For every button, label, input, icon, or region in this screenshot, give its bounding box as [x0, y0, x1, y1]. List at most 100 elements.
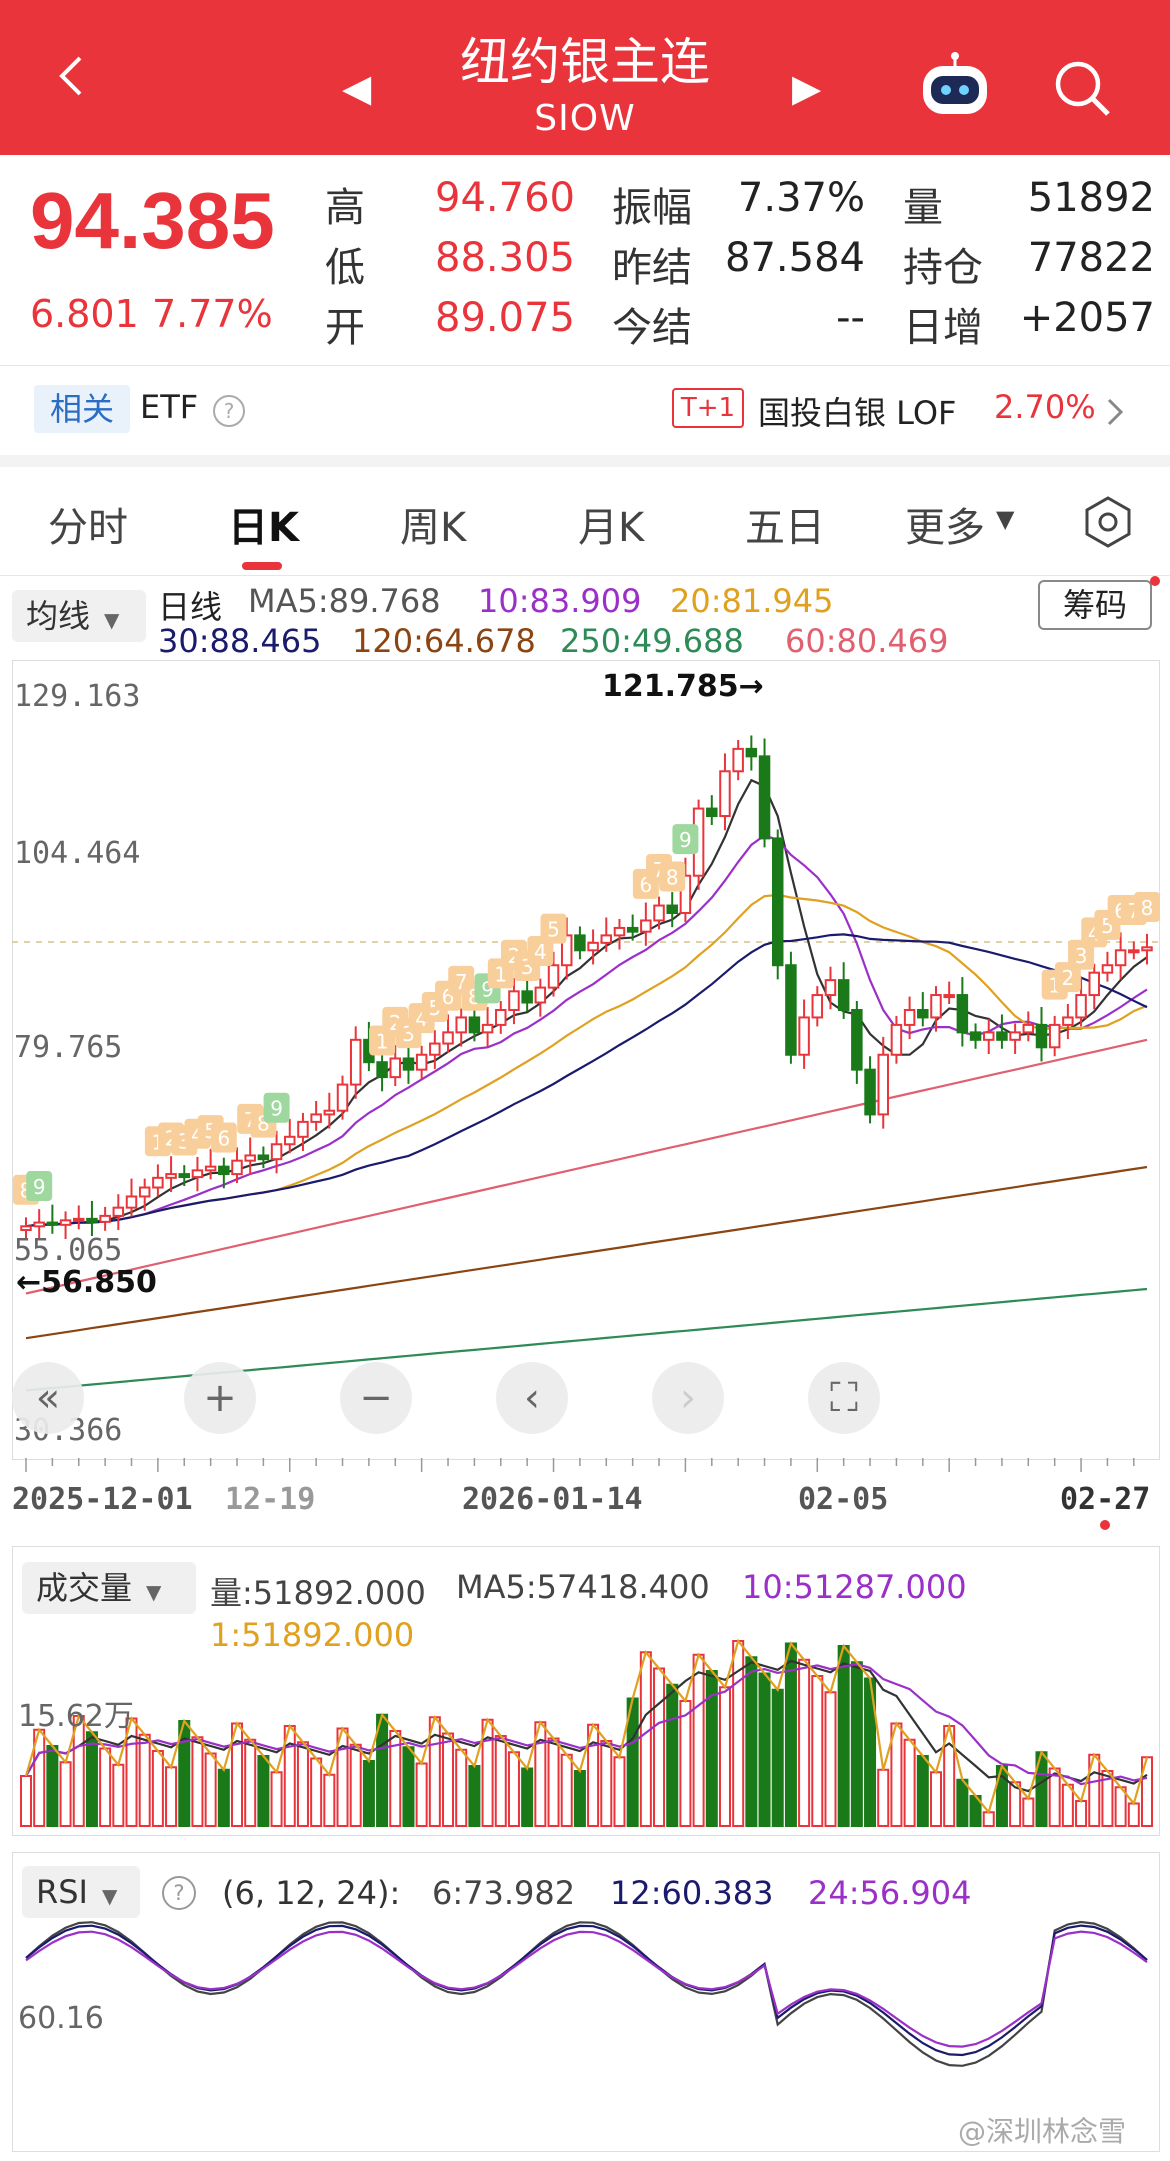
- date-label-4: 02-05: [798, 1482, 889, 1517]
- candle: [851, 1008, 863, 1071]
- volume-selector[interactable]: 成交量 ▼: [22, 1562, 196, 1614]
- volume-bar: [296, 1741, 309, 1827]
- tab-weekly-k[interactable]: 周K: [400, 505, 467, 551]
- tab-daily-k[interactable]: 日K: [228, 505, 299, 551]
- ma120-line: [25, 1165, 1148, 1340]
- volume-bar: [521, 1767, 534, 1827]
- related-fund-name[interactable]: 国投白银 LOF: [758, 394, 957, 432]
- candle: [956, 994, 969, 1034]
- rsi-chart[interactable]: 60.16: [12, 1852, 1160, 2152]
- candle: [191, 1169, 204, 1179]
- help-icon[interactable]: ?: [160, 1874, 198, 1912]
- tab-more[interactable]: 更多: [905, 505, 985, 551]
- candle: [389, 1057, 402, 1079]
- low-marker: ←56.850: [16, 1265, 157, 1300]
- candle: [679, 874, 692, 915]
- ma-selector-label: 均线: [26, 597, 91, 635]
- td-badge: [672, 824, 699, 855]
- scroll-start-button[interactable]: «: [12, 1362, 84, 1434]
- volume-chart[interactable]: 15.62万: [12, 1546, 1160, 1836]
- tab-five-day[interactable]: 五日: [745, 505, 825, 551]
- tab-intraday[interactable]: 分时: [48, 505, 128, 551]
- settings-icon[interactable]: [1080, 494, 1136, 550]
- zoom-in-button[interactable]: +: [184, 1362, 256, 1434]
- chips-button[interactable]: 筹码: [1038, 580, 1152, 630]
- volume-selector-label: 成交量: [36, 1569, 133, 1607]
- ma-selector[interactable]: 均线 ▼: [12, 590, 146, 642]
- candle: [46, 1221, 59, 1226]
- related-fund-change: 2.70%: [994, 388, 1096, 426]
- header-bar: ◀ 纽约银主连 SIOW ▶: [0, 0, 1170, 155]
- more-dropdown-icon[interactable]: ▼: [996, 505, 1015, 533]
- volume-bar: [1061, 1783, 1074, 1827]
- prev-contract-icon[interactable]: ◀: [342, 66, 372, 110]
- td-badge: [26, 1171, 53, 1202]
- candle: [376, 1061, 388, 1079]
- volume-bar: [811, 1675, 824, 1827]
- volume-bar: [639, 1651, 652, 1827]
- rsi12-line: [25, 1924, 1148, 2057]
- high-marker: 121.785→: [602, 669, 764, 704]
- candle: [1062, 1016, 1074, 1026]
- td-badge-label: 8: [1141, 896, 1154, 920]
- back-icon[interactable]: [48, 52, 96, 100]
- volume-bar: [59, 1761, 72, 1827]
- candle: [284, 1135, 296, 1146]
- volume-bar: [573, 1770, 586, 1827]
- candle: [442, 1031, 454, 1045]
- zoom-out-button[interactable]: −: [340, 1362, 412, 1434]
- volume-bar: [798, 1658, 811, 1827]
- open-interest-label: 持仓: [903, 245, 983, 291]
- candle: [666, 904, 678, 915]
- volume-bar: [165, 1766, 178, 1827]
- robot-assistant-icon[interactable]: [915, 52, 995, 122]
- candle: [455, 1016, 467, 1034]
- volume-bar: [1140, 1756, 1154, 1827]
- date-label-5: 02-27: [1060, 1482, 1151, 1517]
- ma30-value: 30:88.465: [158, 622, 322, 660]
- candle: [1101, 964, 1114, 974]
- candle: [99, 1214, 111, 1223]
- rsi-selector[interactable]: RSI ▼: [22, 1866, 140, 1918]
- candle: [996, 1031, 1008, 1041]
- ma20-value: 20:81.945: [670, 582, 834, 620]
- candle: [125, 1195, 138, 1209]
- volume-bar: [217, 1768, 230, 1827]
- volume-bar: [718, 1686, 731, 1827]
- volume-bar: [771, 1688, 784, 1827]
- search-icon[interactable]: [1052, 58, 1112, 118]
- fullscreen-button[interactable]: ⛶: [808, 1362, 880, 1434]
- volume-bar: [376, 1713, 389, 1827]
- volume-bar: [560, 1753, 573, 1827]
- chevron-right-icon[interactable]: [1104, 396, 1126, 428]
- candle: [547, 964, 560, 989]
- volume-bar: [257, 1755, 270, 1827]
- volume-bar: [428, 1716, 441, 1827]
- divider: [0, 575, 1170, 576]
- volume-bar: [455, 1748, 468, 1827]
- volume-bar: [99, 1747, 112, 1827]
- volume-bar: [613, 1756, 626, 1827]
- volume-bar: [1127, 1802, 1140, 1827]
- next-contract-icon[interactable]: ▶: [792, 66, 822, 110]
- candle: [1022, 1023, 1035, 1034]
- volume-bar: [19, 1775, 33, 1827]
- settle-value: --: [836, 295, 865, 341]
- candle: [1128, 949, 1140, 954]
- candle: [758, 755, 771, 840]
- candle: [415, 1053, 428, 1071]
- svg-text:?: ?: [224, 399, 235, 423]
- ma30-line: [25, 933, 1148, 1228]
- amplitude-value: 7.37%: [737, 175, 865, 221]
- date-ticks: [25, 1458, 1135, 1472]
- scroll-right-button[interactable]: ›: [652, 1362, 724, 1434]
- scroll-left-button[interactable]: ‹: [496, 1362, 568, 1434]
- volume-ma10: 10:51287.000: [742, 1568, 967, 1606]
- candle: [73, 1217, 85, 1222]
- tab-monthly-k[interactable]: 月K: [578, 505, 645, 551]
- help-icon[interactable]: ?: [212, 394, 246, 428]
- td-badge: [659, 861, 686, 892]
- candle: [745, 747, 758, 758]
- low-label: 低: [325, 245, 365, 291]
